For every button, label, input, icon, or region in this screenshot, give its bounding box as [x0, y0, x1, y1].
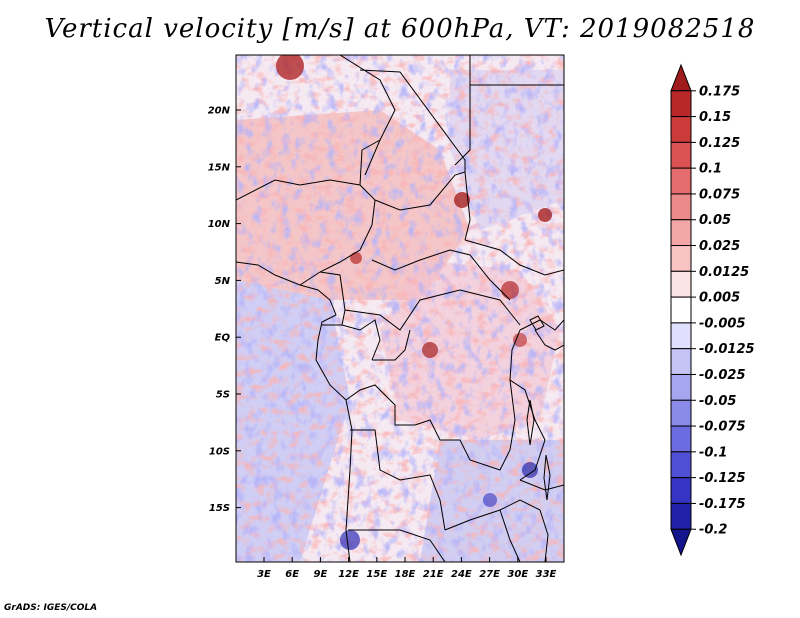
colorbar-label: 0.125: [699, 136, 740, 151]
colorbar-swatch: [670, 141, 692, 169]
country-borders: [236, 55, 564, 562]
grads-credit: GrADS: IGES/COLA: [4, 603, 98, 613]
colorbar-swatch: [670, 167, 692, 195]
plot-frame: [235, 54, 565, 563]
colorbar-swatch: [670, 528, 692, 557]
colorbar-swatch: [670, 90, 692, 118]
colorbar-swatch: [670, 399, 692, 427]
lat-label: 10S: [209, 446, 230, 457]
colorbar-swatch: [670, 193, 692, 221]
lat-label: EQ: [215, 333, 231, 344]
colorbar-label: -0.1: [699, 445, 727, 460]
colorbar-label: 0.175: [699, 84, 740, 99]
lon-label: 24E: [451, 569, 472, 580]
colorbar-label: -0.075: [699, 420, 746, 435]
colorbar-swatch: [670, 245, 692, 272]
colorbar-swatch: [670, 477, 692, 504]
colorbar-label: -0.005: [699, 316, 746, 331]
lon-label: 6E: [285, 569, 299, 580]
colorbar-label: 0.0125: [699, 265, 749, 280]
lat-label: 5S: [216, 390, 230, 401]
lon-label: 30E: [507, 569, 528, 580]
lon-label: 27E: [479, 569, 500, 580]
latitude-axis: 20N 15N 10N 5N EQ 5S 10S 15S: [208, 106, 241, 514]
colorbar: 0.175 0.15 0.125 0.1 0.075 0.05 0.025 0.0125 0.0…: [670, 63, 755, 557]
lon-label: 12E: [338, 569, 359, 580]
colorbar-swatch: [670, 348, 692, 375]
colorbar-label: 0.075: [699, 187, 740, 202]
lon-label: 15E: [366, 569, 387, 580]
lon-label: 18E: [395, 569, 416, 580]
colorbar-label: 0.05: [699, 213, 731, 228]
colorbar-swatch: [670, 373, 692, 401]
velocity-field: [236, 55, 564, 562]
colorbar-swatch: [670, 451, 692, 479]
colorbar-label: -0.05: [699, 394, 736, 409]
colorbar-swatch: [670, 63, 692, 92]
lat-label: 5N: [215, 276, 231, 287]
colorbar-label: -0.025: [699, 368, 746, 383]
colorbar-label: 0.1: [699, 162, 722, 177]
lat-label: 20N: [208, 106, 231, 117]
colorbar-swatch: [670, 425, 692, 453]
colorbar-label: 0.15: [699, 110, 731, 125]
colorbar-label: 0.005: [699, 291, 740, 306]
colorbar-swatch: [670, 502, 692, 530]
colorbar-label: -0.125: [699, 471, 746, 486]
lat-label: 15S: [209, 503, 230, 514]
lon-label: 9E: [314, 569, 328, 580]
colorbar-label: 0.025: [699, 239, 740, 254]
lat-label: 15N: [208, 162, 231, 173]
colorbar-label: -0.175: [699, 497, 746, 512]
colorbar-swatch: [670, 219, 692, 247]
lon-label: 21E: [423, 569, 444, 580]
colorbar-swatch: [670, 296, 692, 324]
lon-label: 3E: [257, 569, 271, 580]
lon-label: 33E: [536, 569, 557, 580]
colorbar-label: -0.2: [699, 523, 727, 538]
map-title: Vertical velocity [m/s] at 600hPa, VT: 2…: [44, 14, 756, 44]
longitude-axis: 3E 6E 9E 12E 15E 18E 21E 24E 27E 30E 33E: [257, 557, 557, 580]
colorbar-swatch: [670, 322, 692, 350]
lat-label: 10N: [208, 219, 231, 230]
colorbar-label: -0.0125: [699, 342, 755, 357]
colorbar-swatch: [670, 116, 692, 143]
colorbar-swatch: [670, 270, 692, 298]
